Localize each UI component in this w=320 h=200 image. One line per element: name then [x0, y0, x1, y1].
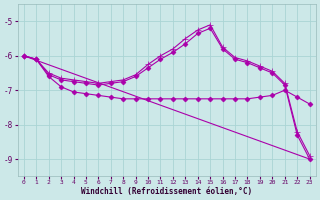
X-axis label: Windchill (Refroidissement éolien,°C): Windchill (Refroidissement éolien,°C): [81, 187, 252, 196]
